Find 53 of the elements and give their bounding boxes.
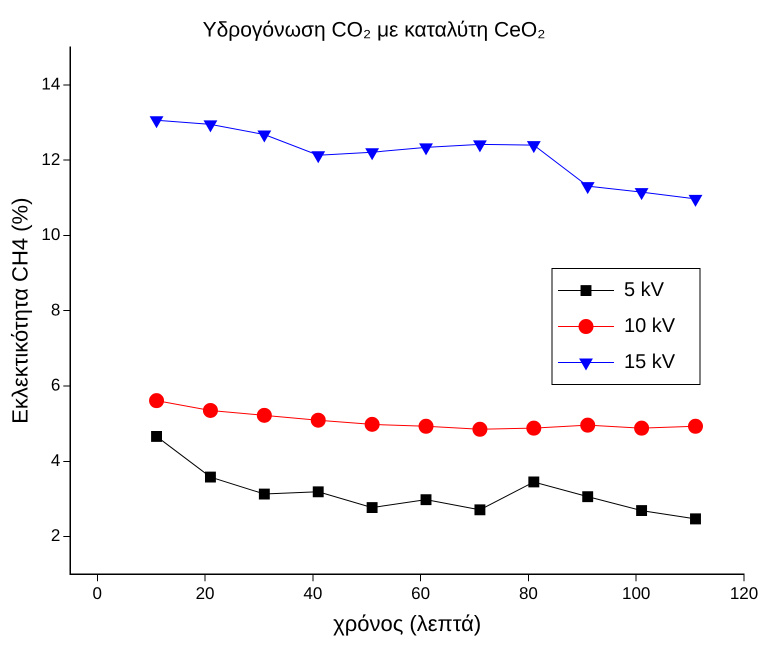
point: [581, 182, 594, 194]
legend-label: 5 kV: [624, 279, 665, 302]
point: [474, 504, 486, 516]
point: [419, 143, 433, 155]
x-tick-label: 100: [622, 584, 650, 604]
x-tick-label: 60: [411, 584, 430, 604]
x-tick-label: 120: [730, 584, 758, 604]
point: [366, 502, 378, 514]
point: [526, 420, 542, 436]
chart-title: Υδρογόνωση CO₂ με καταλύτη CeO₂: [202, 18, 546, 42]
x-tick-label: 80: [518, 584, 538, 604]
point: [310, 412, 326, 428]
legend-label: 15 kV: [624, 351, 676, 374]
point: [312, 151, 325, 163]
point: [527, 141, 540, 153]
point: [364, 416, 380, 432]
point: [688, 418, 703, 434]
y-tick-label: 10: [41, 225, 60, 244]
point: [580, 418, 596, 433]
point: [312, 486, 324, 498]
y-tick-label: 2: [50, 526, 60, 546]
point: [418, 418, 434, 434]
y-axis-title: Εκλεκτικότητα CH4 (%): [7, 198, 32, 424]
point: [204, 472, 216, 483]
x-tick-label: 20: [196, 584, 215, 604]
point: [582, 491, 594, 502]
point: [690, 513, 701, 524]
point: [473, 140, 486, 152]
point: [635, 188, 648, 200]
point: [634, 420, 650, 436]
point: [204, 120, 217, 132]
point: [528, 476, 540, 488]
point: [636, 505, 648, 516]
point: [258, 488, 270, 500]
point: [472, 422, 488, 437]
point: [151, 430, 162, 442]
x-tick-label: 40: [303, 584, 322, 604]
y-tick-label: 8: [50, 300, 60, 320]
point: [256, 408, 272, 423]
point: [150, 116, 164, 128]
y-tick-label: 12: [41, 150, 60, 169]
x-axis-title: χρόνος (λεπτά): [333, 610, 482, 636]
legend-label: 10 kV: [624, 315, 676, 338]
point: [366, 148, 379, 160]
point: [202, 402, 218, 418]
point: [420, 494, 432, 506]
y-tick-label: 6: [50, 376, 60, 395]
y-tick-label: 4: [50, 450, 60, 470]
point: [258, 130, 271, 142]
x-tick-label: 0: [92, 584, 102, 604]
point: [149, 393, 164, 408]
point: [688, 194, 702, 206]
y-tick-label: 14: [41, 74, 60, 94]
